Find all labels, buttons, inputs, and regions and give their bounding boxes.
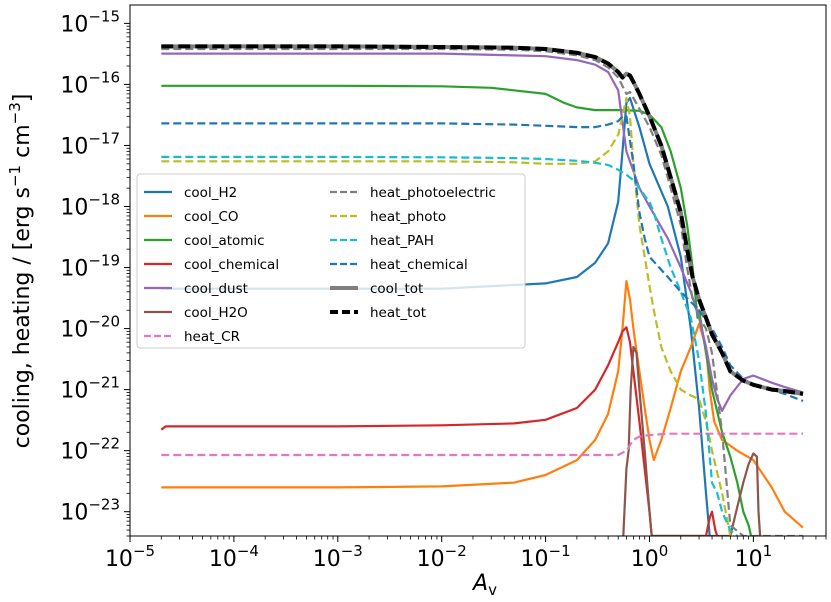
y-tick-label-base: 10	[60, 134, 88, 159]
series-line-cool-CO	[161, 280, 804, 529]
legend-label-heat-photo: heat_photo	[370, 209, 446, 225]
series-line-heat-photoelectric	[161, 47, 803, 536]
y-axis-label-part3: ]	[10, 94, 35, 103]
series-line-heat-chemical	[161, 115, 804, 403]
x-tick-label: 10−5	[105, 542, 155, 572]
x-tick-label: 10−2	[417, 542, 467, 572]
x-tick-label-exp: −2	[445, 542, 467, 560]
legend-label-cool-tot: cool_tot	[370, 281, 423, 297]
legend-label-heat-CR: heat_CR	[184, 329, 240, 345]
legend-label-cool-H2: cool_H2	[184, 185, 237, 201]
legend-label-cool-CO: cool_CO	[184, 209, 239, 225]
series-layer	[160, 44, 804, 536]
x-tick-label-base: 10	[521, 547, 549, 572]
y-tick-label-base: 10	[60, 318, 88, 343]
legend-label-heat-photoelectric: heat_photoelectric	[370, 185, 496, 201]
series-line-heat-tot	[161, 44, 804, 396]
legend-label-cool-atomic: cool_atomic	[184, 233, 265, 249]
y-tick-label-base: 10	[60, 12, 88, 37]
x-axis-label-main: A	[471, 571, 488, 596]
y-tick-label-exp: −15	[88, 7, 120, 25]
x-tick-label: 10−4	[209, 542, 259, 572]
legend-label-heat-tot: heat_tot	[370, 305, 426, 321]
y-tick-label-exp: −22	[88, 435, 120, 453]
y-tick-label-exp: −16	[88, 68, 120, 86]
x-tick-label-base: 10	[313, 547, 341, 572]
x-tick-label-base: 10	[209, 547, 237, 572]
y-tick-label-exp: −23	[88, 496, 120, 514]
x-tick-label-exp: −5	[133, 542, 155, 560]
series-line-heat-photo	[161, 96, 732, 536]
series-line-cool-H2O	[622, 345, 762, 536]
x-tick-label-base: 10	[417, 547, 445, 572]
x-tick-label: 100	[631, 542, 669, 572]
y-tick-label-exp: −21	[88, 374, 120, 392]
series-line-cool-chemical	[160, 326, 719, 536]
y-axis-label-part1: cooling, heating / [erg s	[10, 187, 35, 448]
legend-label-cool-dust: cool_dust	[184, 281, 248, 297]
x-tick-label: 101	[735, 542, 773, 572]
x-tick-label-exp: −3	[341, 542, 363, 560]
x-axis-label-sub: v	[488, 581, 497, 599]
y-axis-label-part2: cm	[10, 124, 35, 165]
y-tick-label: 10−15	[60, 7, 120, 37]
y-tick-label: 10−20	[60, 313, 120, 343]
series-line-heat-PAH	[161, 155, 739, 536]
y-tick-label: 10−21	[60, 374, 120, 404]
x-tick-label: 10−3	[313, 542, 363, 572]
y-tick-label-base: 10	[60, 257, 88, 282]
y-tick-label: 10−22	[60, 435, 120, 465]
x-tick-label: 10−1	[521, 542, 571, 572]
y-axis-label: cooling, heating / [erg s−1 cm−3]	[6, 94, 35, 449]
ticks-layer: 10−5 10−4 10−3 10−2 10−1 100 10110−2310−2210−2…	[60, 7, 827, 572]
y-tick-label: 10−23	[60, 496, 120, 526]
y-axis-label-exp2: −3	[6, 102, 24, 124]
x-tick-label-base: 10	[631, 547, 659, 572]
legend: cool_H2 cool_CO cool_atomic cool_chemicalco…	[136, 173, 526, 349]
x-tick-label-base: 10	[735, 547, 763, 572]
x-axis-label: Av	[471, 571, 497, 599]
y-tick-label-exp: −19	[88, 252, 120, 270]
x-tick-label-exp: −4	[237, 542, 259, 560]
y-tick-label: 10−17	[60, 129, 120, 159]
series-line-heat-CR	[161, 432, 803, 457]
y-tick-label-base: 10	[60, 196, 88, 221]
y-tick-label-exp: −18	[88, 191, 120, 209]
y-tick-label-exp: −17	[88, 129, 120, 147]
y-axis-label-exp1: −1	[6, 165, 24, 187]
legend-label-cool-H2O: cool_H2O	[184, 305, 248, 321]
x-tick-label-base: 10	[105, 547, 133, 572]
y-tick-label-base: 10	[60, 501, 88, 526]
y-tick-label: 10−16	[60, 68, 120, 98]
legend-label-heat-chemical: heat_chemical	[370, 257, 468, 273]
y-tick-label: 10−18	[60, 191, 120, 221]
legend-label-cool-chemical: cool_chemical	[184, 257, 279, 273]
series-line-cool-atomic	[161, 84, 753, 536]
x-tick-label-exp: −1	[549, 542, 571, 560]
y-tick-label: 10−19	[60, 252, 120, 282]
y-tick-label-base: 10	[60, 379, 88, 404]
y-tick-label-exp: −20	[88, 313, 120, 331]
x-tick-label-exp: 1	[763, 542, 773, 560]
x-tick-label-exp: 0	[659, 542, 669, 560]
series-line-cool-dust	[161, 52, 804, 412]
plot-frame	[129, 4, 827, 537]
y-tick-label-base: 10	[60, 73, 88, 98]
legend-box	[136, 173, 526, 349]
y-tick-label-base: 10	[60, 440, 88, 465]
legend-label-heat-PAH: heat_PAH	[370, 233, 434, 249]
